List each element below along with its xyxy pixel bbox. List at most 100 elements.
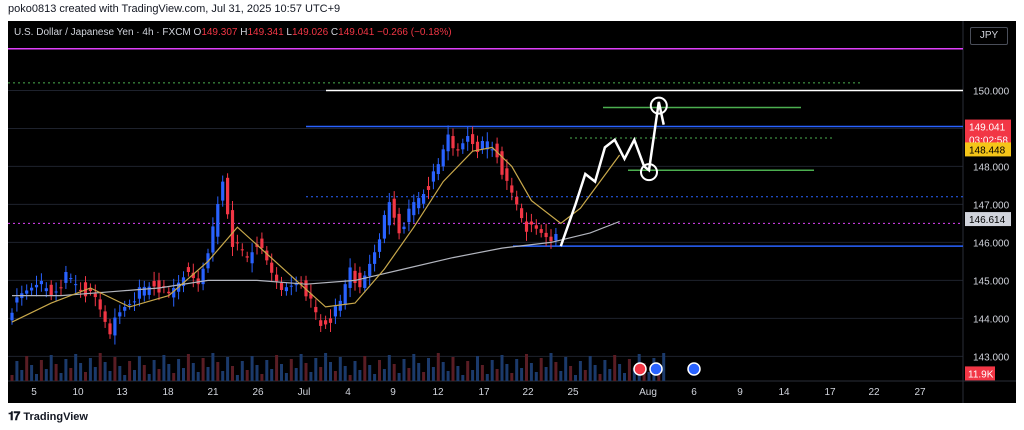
volume-bar (284, 373, 288, 381)
volume-bar (534, 372, 538, 381)
candle-body (162, 286, 166, 288)
candle-body (49, 284, 53, 296)
volume-bar (476, 356, 479, 381)
candle-body (44, 288, 48, 292)
volume-bar (299, 354, 303, 381)
volume-bar (250, 356, 254, 381)
ma-slow-line (12, 220, 620, 297)
candle-body (221, 181, 225, 201)
candle-body (451, 136, 455, 149)
price-chart[interactable]: 150.000149.000148.000147.000146.000145.0… (8, 21, 1016, 403)
footer: 𝟏𝟕 TradingView (8, 409, 88, 424)
volume-bar (167, 364, 171, 381)
candle-body (15, 297, 19, 303)
volume-bar (441, 362, 445, 381)
volume-bar (30, 365, 34, 381)
volume-bar (289, 359, 293, 381)
volume-label-bg (965, 366, 995, 381)
x-tick-label: 13 (116, 387, 128, 398)
volume-bar (618, 364, 622, 381)
candle-body (436, 164, 440, 175)
volume-bar (569, 366, 573, 381)
annotation-circle (640, 163, 658, 182)
candle-body (152, 280, 156, 287)
y-tick-label: 146.000 (973, 238, 1010, 249)
x-tick-label: 27 (914, 387, 926, 398)
candle-body (534, 225, 538, 229)
volume-bar (108, 371, 112, 381)
x-tick-label: 12 (432, 387, 444, 398)
volume-bar (275, 355, 279, 381)
candle-body (128, 304, 132, 306)
volume-bar (221, 371, 225, 381)
volume-bar (603, 360, 607, 381)
volume-bar (417, 363, 421, 381)
volume-bar (431, 367, 435, 381)
volume-bar (49, 355, 53, 381)
volume-bar (632, 368, 636, 381)
candle-body (93, 293, 97, 298)
volume-bar (191, 363, 195, 381)
x-tick-label: 9 (737, 387, 743, 398)
volume-bar (613, 355, 617, 381)
event-marker-icon (649, 362, 663, 376)
volume-bar (554, 362, 558, 381)
volume-bar (427, 358, 430, 381)
volume-bar (162, 355, 166, 381)
volume-bar (559, 371, 563, 381)
volume-bar (329, 362, 332, 381)
candle-body (358, 272, 362, 288)
candle-body (397, 213, 401, 234)
x-tick-label: 21 (207, 387, 219, 398)
candle-body (407, 208, 411, 223)
volume-bar (147, 374, 151, 381)
candle-body (230, 210, 235, 247)
x-tick-label: 26 (252, 387, 264, 398)
chart-canvas[interactable]: 150.000149.000148.000147.000146.000145.0… (8, 21, 1016, 403)
volume-bar (495, 369, 499, 381)
volume-bar (15, 361, 19, 381)
y-tick-label: 148.000 (973, 162, 1010, 173)
volume-bar (118, 366, 122, 381)
annotation-zigzag (559, 101, 665, 247)
volume-bar (515, 359, 519, 381)
candle-body (309, 293, 313, 299)
candle-body (529, 221, 533, 225)
volume-bar (333, 371, 337, 381)
candle-body (402, 226, 406, 230)
volume-bar (564, 357, 568, 381)
x-tick-label: 22 (522, 387, 534, 398)
candle-body (539, 229, 543, 233)
candle-body (382, 215, 386, 239)
candle-body (348, 267, 352, 288)
currency-button[interactable]: JPY (970, 27, 1008, 45)
candle-body (157, 280, 161, 293)
candle-body (79, 289, 83, 291)
volume-bar (260, 374, 264, 381)
volume-bar (235, 375, 239, 381)
x-tick-label: 6 (691, 387, 697, 398)
volume-bar (407, 368, 411, 381)
volume-bar (84, 372, 87, 381)
change-value: −0.266 (−0.18%) (377, 27, 452, 38)
candle-body (500, 151, 504, 175)
annotation-circle (649, 96, 668, 115)
candle-body (235, 242, 239, 244)
candle-body (191, 272, 195, 279)
volume-bar (343, 366, 347, 381)
candle-body (392, 198, 396, 218)
candle-body (270, 262, 274, 273)
volume-bar (186, 354, 190, 381)
candle-body (510, 185, 514, 193)
candle-body (431, 171, 435, 182)
candle-body (226, 177, 230, 215)
candle-body (549, 236, 553, 242)
candle-body (275, 274, 279, 282)
x-tick-label: 25 (567, 387, 579, 398)
current-price-label-bg (965, 119, 1011, 134)
low-label: L (286, 27, 292, 38)
volume-bar (39, 360, 43, 381)
candle-body (343, 284, 347, 306)
candle-body (299, 282, 303, 284)
candle-body (446, 134, 450, 152)
